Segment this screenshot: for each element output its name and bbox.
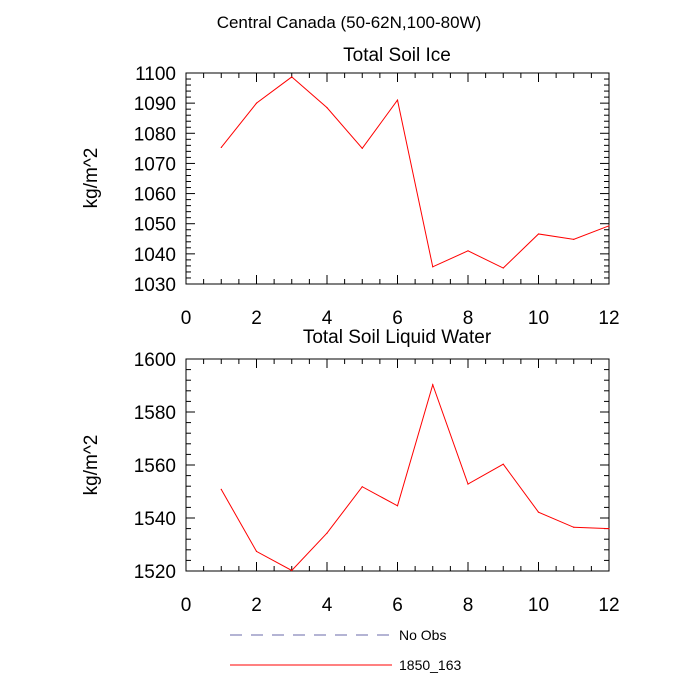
legend-label-no-obs: No Obs [399, 627, 446, 643]
data-point [537, 233, 540, 235]
y-tick-label: 1100 [135, 64, 176, 85]
x-tick-label: 10 [528, 308, 549, 329]
y-tick-label: 1560 [134, 456, 176, 477]
data-point [255, 550, 258, 552]
series-line [220, 383, 610, 572]
x-tick-label: 8 [463, 308, 474, 329]
data-point [573, 526, 575, 528]
data-point [326, 532, 328, 534]
x-tick-label: 0 [181, 595, 192, 616]
data-point [432, 266, 434, 268]
data-point [467, 250, 469, 252]
x-tick-label: 2 [251, 595, 262, 616]
x-tick-label: 6 [392, 308, 403, 329]
data-point [396, 505, 399, 507]
x-tick-label: 2 [251, 308, 262, 329]
data-point [502, 267, 504, 269]
panel-total-soil-ice: Total Soil Ice kg/m^2 0 2 4 6 8 10 12 1030 1040 1… [81, 45, 620, 329]
data-point [537, 511, 540, 513]
data-point [608, 528, 610, 530]
data-point [326, 107, 328, 109]
data-point [502, 463, 504, 465]
panel-title: Total Soil Ice [343, 45, 451, 66]
plot-frame [185, 72, 610, 285]
panel-title: Total Soil Liquid Water [303, 327, 492, 348]
legend-label-1850-163: 1850_163 [399, 657, 462, 673]
x-tick-label: 4 [322, 595, 333, 616]
data-point [361, 147, 363, 149]
y-tick-label: 1080 [134, 124, 176, 145]
x-tick-label: 0 [181, 308, 192, 329]
data-point [573, 238, 575, 240]
data-point [255, 102, 258, 104]
y-tick-label: 1060 [134, 185, 176, 206]
x-tick-label: 12 [598, 595, 619, 616]
x-tick-label: 6 [392, 595, 403, 616]
data-point [361, 486, 363, 488]
data-point [396, 99, 399, 101]
y-tick-label: 1050 [134, 215, 176, 236]
y-tick-label: 1600 [134, 350, 176, 371]
y-tick-label: 1580 [134, 403, 176, 424]
series-line [220, 76, 610, 269]
data-point [291, 569, 293, 572]
x-tick-label: 4 [322, 308, 333, 329]
panel-total-soil-liquid-water: Total Soil Liquid Water kg/m^2 0 2 4 6 8 10 12… [81, 327, 620, 616]
data-point [467, 483, 469, 485]
y-tick-label: 1520 [134, 562, 176, 583]
data-point [291, 76, 293, 78]
figure-suptitle: Central Canada (50-62N,100-80W) [217, 13, 482, 32]
y-tick-label: 1540 [134, 509, 176, 530]
x-tick-label: 12 [598, 308, 619, 329]
y-tick-label: 1090 [134, 94, 176, 115]
y-axis-label: kg/m^2 [81, 435, 102, 496]
x-tick-label: 10 [528, 595, 549, 616]
legend: No Obs 1850_163 [230, 627, 462, 673]
y-tick-label: 1030 [134, 275, 176, 296]
data-point [220, 488, 222, 490]
data-point [220, 146, 222, 149]
y-axis-label: kg/m^2 [81, 148, 102, 209]
y-tick-label: 1040 [134, 245, 176, 266]
x-tick-label: 8 [463, 595, 474, 616]
data-point [608, 225, 610, 227]
y-tick-label: 1070 [134, 154, 176, 175]
data-point [432, 384, 434, 386]
